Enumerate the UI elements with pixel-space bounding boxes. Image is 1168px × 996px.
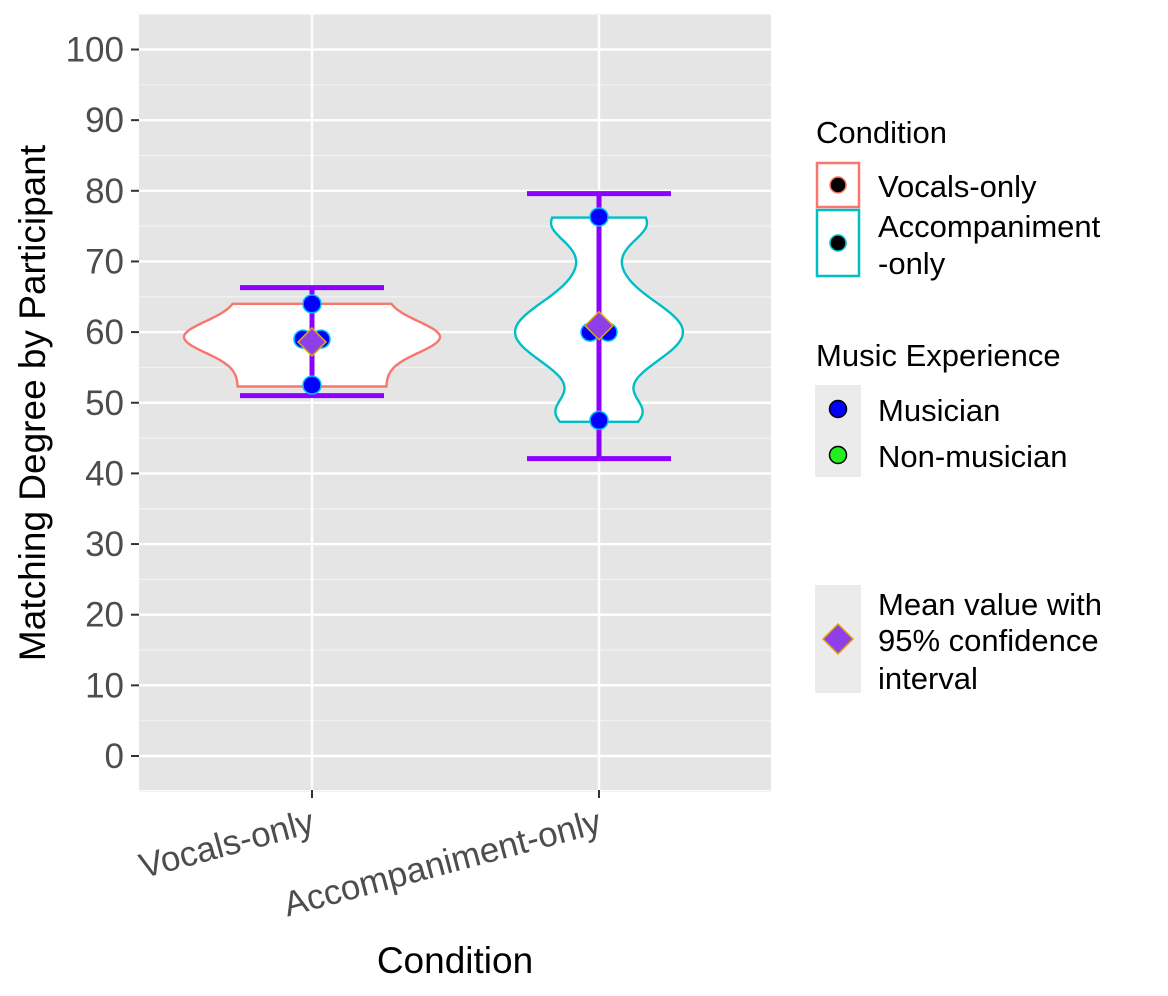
legend: Condition Vocals-only Accompaniment -only… [815, 115, 1102, 696]
data-point [589, 410, 609, 431]
legend-mean-label-line2: 95% confidence [878, 623, 1099, 658]
legend-condition-title: Condition [816, 115, 947, 150]
y-tick-label: 40 [85, 454, 124, 493]
minor-grid [139, 13, 771, 792]
mean-marker [296, 326, 328, 358]
data-point [589, 207, 609, 227]
legend-label-non-musician: Non-musician [878, 439, 1068, 474]
y-tick-label: 70 [85, 242, 124, 281]
legend-label-musician: Musician [878, 393, 1000, 428]
data-point [302, 294, 322, 314]
mean-marker [583, 310, 615, 341]
y-axis: 0 10 20 30 40 50 60 70 80 90 100 [66, 31, 139, 776]
y-tick-label: 0 [105, 737, 124, 776]
y-tick-label: 60 [85, 313, 124, 352]
legend-label-accompaniment-line: Accompaniment [878, 209, 1101, 244]
x-tick-label: Accompaniment-only [279, 802, 605, 924]
data-point [302, 375, 322, 395]
y-tick-label: 100 [66, 31, 124, 70]
y-tick-label: 20 [85, 596, 124, 635]
legend-key-vocals-dot [829, 176, 847, 194]
legend-mean-label-line3: interval [878, 661, 978, 696]
legend-music-title: Music Experience [816, 338, 1061, 373]
y-tick-label: 50 [85, 384, 124, 423]
legend-key-accompaniment-dot [829, 234, 847, 252]
legend-label-vocals: Vocals-only [878, 169, 1037, 204]
y-tick-label: 80 [85, 172, 124, 211]
legend-mean-diamond [821, 622, 855, 656]
x-axis-title: Condition [377, 940, 533, 981]
legend-mean-label-line1: Mean value with [878, 587, 1102, 622]
legend-label-accompaniment-line: -only [878, 246, 946, 281]
y-axis-title: Matching Degree by Participant [12, 144, 53, 661]
legend-key-musician [828, 399, 848, 419]
x-tick-label: Vocals-only [135, 802, 318, 886]
mean-markers [296, 310, 615, 358]
legend-key-non-musician [828, 445, 848, 465]
y-tick-label: 10 [85, 666, 124, 705]
y-tick-label: 90 [85, 101, 124, 140]
y-tick-label: 30 [85, 525, 124, 564]
legend-label-accompaniment: Accompaniment -only [878, 209, 1101, 281]
